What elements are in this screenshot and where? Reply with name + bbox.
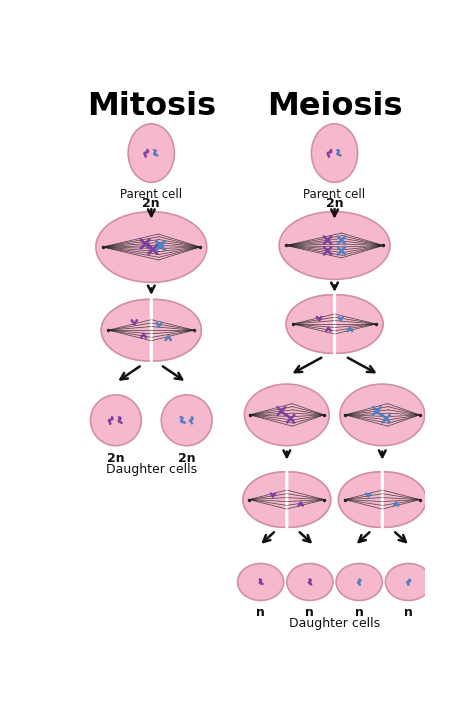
Text: Daughter cells: Daughter cells	[106, 463, 197, 476]
Ellipse shape	[128, 124, 174, 182]
Text: 2n: 2n	[178, 451, 196, 465]
Text: 2n: 2n	[143, 197, 160, 210]
Ellipse shape	[340, 384, 425, 446]
Polygon shape	[289, 472, 331, 528]
Text: n: n	[404, 606, 413, 619]
Ellipse shape	[336, 564, 383, 601]
Polygon shape	[286, 295, 332, 353]
Text: n: n	[355, 606, 364, 619]
Ellipse shape	[311, 124, 358, 182]
Text: n: n	[305, 606, 314, 619]
Ellipse shape	[279, 212, 390, 279]
Text: 2n: 2n	[107, 451, 125, 465]
Text: n: n	[256, 606, 265, 619]
Ellipse shape	[245, 384, 329, 446]
Ellipse shape	[96, 212, 207, 282]
Text: Parent cell: Parent cell	[303, 188, 365, 201]
Text: Daughter cells: Daughter cells	[289, 617, 380, 631]
Ellipse shape	[385, 564, 431, 601]
Circle shape	[161, 395, 212, 446]
Ellipse shape	[237, 564, 284, 601]
Ellipse shape	[287, 564, 333, 601]
Polygon shape	[337, 295, 383, 353]
Circle shape	[91, 395, 141, 446]
Text: Meiosis: Meiosis	[267, 92, 402, 122]
Text: Parent cell: Parent cell	[120, 188, 182, 201]
Polygon shape	[384, 472, 426, 528]
Text: 2n: 2n	[326, 197, 343, 210]
Polygon shape	[154, 299, 201, 361]
Text: Mitosis: Mitosis	[87, 92, 216, 122]
Polygon shape	[338, 472, 380, 528]
Polygon shape	[101, 299, 149, 361]
Polygon shape	[243, 472, 284, 528]
